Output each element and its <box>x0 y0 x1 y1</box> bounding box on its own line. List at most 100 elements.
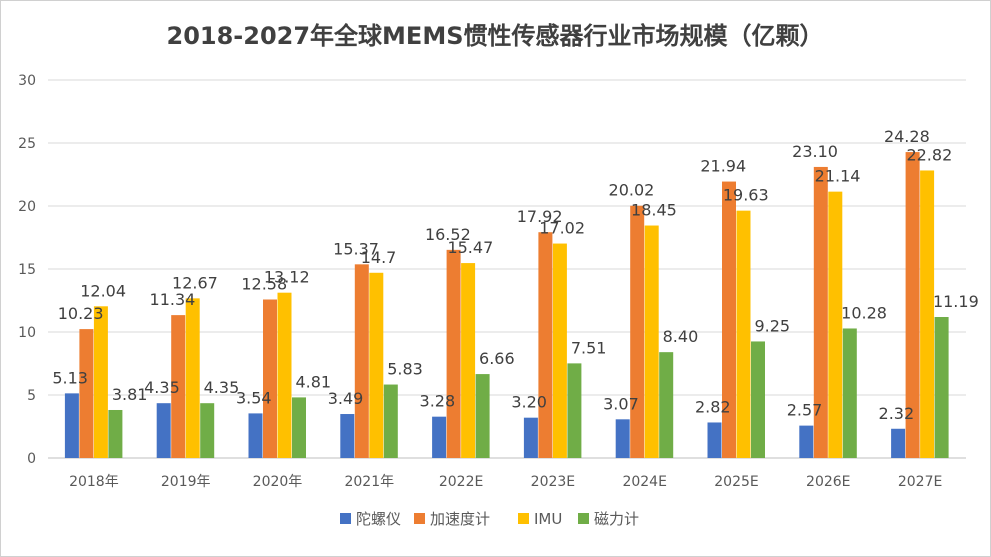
bar <box>644 225 659 458</box>
bar <box>64 393 79 458</box>
data-label: 8.40 <box>663 327 699 346</box>
x-tick-label: 2022E <box>439 474 483 490</box>
data-label: 3.49 <box>328 389 364 408</box>
data-label: 20.02 <box>609 181 655 200</box>
bar <box>171 315 186 458</box>
bar <box>891 428 906 458</box>
bar <box>736 210 751 458</box>
bar <box>432 416 447 458</box>
bar <box>354 264 369 458</box>
legend-swatch <box>518 513 529 524</box>
bar <box>79 329 94 458</box>
data-labels: 5.1310.2312.043.814.3511.3412.674.353.54… <box>52 127 978 423</box>
bar-series <box>64 152 949 459</box>
data-label: 3.07 <box>603 394 639 413</box>
data-label: 3.20 <box>511 393 547 412</box>
x-tick-label: 2020年 <box>253 474 303 490</box>
y-axis-ticks: 0 5 10 15 20 25 30 <box>18 73 36 467</box>
data-label: 10.28 <box>841 303 887 322</box>
bar <box>340 414 355 458</box>
data-label: 12.58 <box>241 274 287 293</box>
legend-label: 加速度计 <box>430 510 490 528</box>
bar <box>277 292 292 458</box>
y-tick-label: 5 <box>27 388 36 404</box>
bar <box>567 363 582 458</box>
data-label: 5.83 <box>387 360 423 379</box>
data-label: 10.23 <box>58 304 104 323</box>
y-tick-label: 20 <box>18 199 36 215</box>
x-tick-label: 2023E <box>531 474 575 490</box>
bar <box>707 422 722 458</box>
y-tick-label: 25 <box>18 136 36 152</box>
bar <box>200 403 215 458</box>
bar <box>185 298 200 458</box>
data-label: 4.35 <box>144 378 180 397</box>
data-label: 4.35 <box>204 378 240 397</box>
x-tick-label: 2021年 <box>344 474 394 490</box>
data-label: 19.63 <box>723 186 769 205</box>
bar <box>292 397 306 458</box>
bar <box>156 403 171 458</box>
bar <box>920 170 935 458</box>
y-tick-label: 15 <box>18 262 36 278</box>
bar <box>615 419 630 458</box>
legend-label: 磁力计 <box>594 510 639 528</box>
data-label: 17.92 <box>517 207 563 226</box>
data-label: 16.52 <box>425 225 471 244</box>
legend-swatch <box>414 513 425 524</box>
bar <box>93 306 108 458</box>
bar <box>659 352 674 458</box>
bar <box>934 317 949 458</box>
data-label: 4.81 <box>295 372 331 391</box>
legend-swatch <box>340 513 351 524</box>
bar <box>828 191 843 459</box>
data-label: 23.10 <box>792 142 838 161</box>
data-label: 5.13 <box>52 368 88 387</box>
data-label: 22.82 <box>906 145 952 164</box>
bar <box>248 413 263 458</box>
bar <box>905 152 920 458</box>
bar <box>799 425 814 458</box>
x-tick-label: 2026E <box>806 474 850 490</box>
y-tick-label: 10 <box>18 325 36 341</box>
data-label: 9.25 <box>754 316 790 335</box>
chart-title: 2018-2027年全球MEMS惯性传感器行业市场规模（亿颗） <box>167 22 824 50</box>
x-tick-label: 2019年 <box>161 474 211 490</box>
data-label: 15.47 <box>447 238 493 257</box>
x-tick-label: 2018年 <box>69 474 119 490</box>
bar <box>523 417 538 458</box>
data-label: 6.66 <box>479 349 515 368</box>
bar <box>538 232 553 458</box>
bar <box>383 384 398 458</box>
data-label: 11.34 <box>150 290 196 309</box>
data-label: 17.02 <box>539 219 585 238</box>
bar <box>813 166 828 458</box>
data-label: 24.28 <box>884 127 930 146</box>
y-tick-label: 30 <box>18 73 36 89</box>
data-label: 2.57 <box>787 401 823 420</box>
bar <box>842 328 857 458</box>
x-axis-ticks: 2018年 2019年 2020年 2021年 2022E 2023E 2024E 2025E… <box>69 474 942 490</box>
data-label: 7.51 <box>571 338 607 357</box>
bar <box>108 409 123 458</box>
legend-label: IMU <box>534 510 562 528</box>
data-label: 11.19 <box>933 292 979 311</box>
bar <box>722 181 736 458</box>
bar <box>630 205 645 458</box>
data-label: 3.81 <box>112 385 148 404</box>
data-label: 2.32 <box>879 404 915 423</box>
data-label: 15.37 <box>333 239 379 258</box>
bar <box>446 249 461 458</box>
data-label: 2.82 <box>695 397 731 416</box>
data-label: 18.45 <box>631 201 677 220</box>
data-label: 12.67 <box>172 273 218 292</box>
legend: 陀螺仪 加速度计 IMU 磁力计 <box>340 510 639 528</box>
y-tick-label: 0 <box>27 451 36 467</box>
bar <box>751 341 765 458</box>
bar <box>369 272 384 458</box>
x-tick-label: 2024E <box>622 474 666 490</box>
legend-swatch <box>578 513 589 524</box>
data-label: 21.14 <box>815 167 861 186</box>
bar <box>263 299 277 458</box>
